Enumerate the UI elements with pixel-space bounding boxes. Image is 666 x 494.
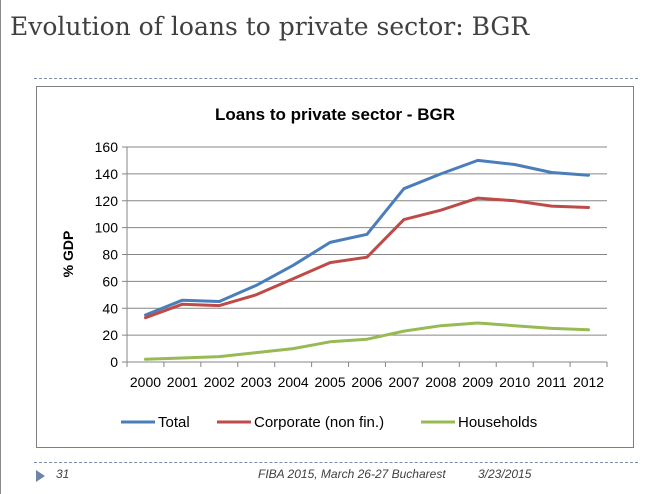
x-tick-label: 2009 xyxy=(462,374,493,390)
footer-date: 3/23/2015 xyxy=(478,467,532,481)
slide-title: Evolution of loans to private sector: BG… xyxy=(10,12,530,41)
legend-label: Total xyxy=(158,414,190,431)
left-border-line xyxy=(0,0,1,494)
y-tick-label: 160 xyxy=(95,139,119,155)
x-tick-label: 2006 xyxy=(351,374,382,390)
x-tick-label: 2005 xyxy=(314,374,345,390)
legend-label: Corporate (non fin.) xyxy=(254,414,384,431)
title-divider xyxy=(34,78,638,79)
footer-event-text: FIBA 2015, March 26-27 Bucharest xyxy=(258,467,446,481)
x-tick-label: 2008 xyxy=(425,374,456,390)
chart-title: Loans to private sector - BGR xyxy=(215,105,455,124)
x-tick-label: 2000 xyxy=(130,374,161,390)
legend-label: Households xyxy=(458,414,537,431)
y-tick-label: 0 xyxy=(110,354,118,370)
series-line-1 xyxy=(144,158,590,317)
series-line-3 xyxy=(144,321,590,361)
x-tick-label: 2011 xyxy=(537,374,567,390)
series-line-2 xyxy=(144,196,590,320)
y-tick-label: 80 xyxy=(102,247,118,263)
y-axis-label: % GDP xyxy=(60,231,76,278)
y-tick-label: 100 xyxy=(95,220,119,236)
y-tick-label: 140 xyxy=(95,166,119,182)
footer-divider xyxy=(34,462,638,463)
x-tick-label: 2010 xyxy=(499,374,530,390)
x-tick-label: 2012 xyxy=(573,374,604,390)
y-tick-label: 60 xyxy=(102,273,118,289)
chart-container: Loans to private sector - BGR % GDP 0 20 4… xyxy=(36,86,634,448)
x-tick-label: 2001 xyxy=(167,374,198,390)
slide-number: 31 xyxy=(56,467,70,481)
x-tick-label: 2002 xyxy=(204,374,235,390)
x-tick-label: 2004 xyxy=(278,374,309,390)
x-tick-label: 2003 xyxy=(241,374,272,390)
y-tick-label: 120 xyxy=(95,193,119,209)
chart-svg: Loans to private sector - BGR % GDP 0 20 4… xyxy=(60,105,608,431)
play-arrow-icon xyxy=(36,470,45,482)
y-tick-label: 40 xyxy=(102,300,118,316)
y-tick-label: 20 xyxy=(102,327,118,343)
x-tick-label: 2007 xyxy=(388,374,419,390)
